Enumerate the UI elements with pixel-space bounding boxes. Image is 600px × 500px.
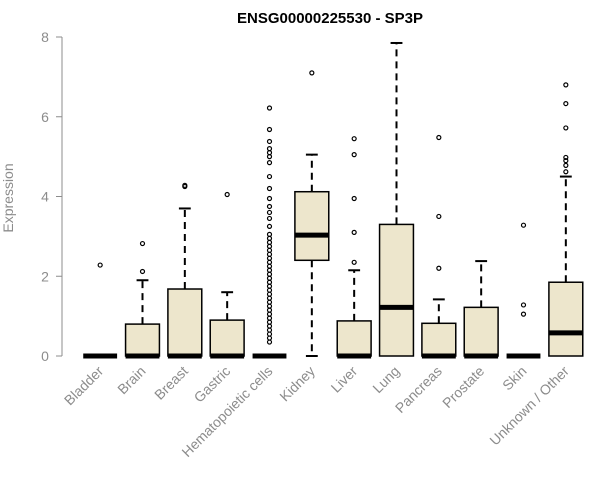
box-kidney [294, 70, 330, 357]
boxes-layer [83, 41, 584, 359]
outlier-point [563, 162, 569, 168]
outlier-point [182, 182, 188, 188]
chart-title: ENSG00000225530 - SP3P [237, 10, 423, 27]
box-body [124, 323, 161, 357]
x-tick-label: Liver [328, 363, 361, 396]
outlier-point [563, 158, 569, 164]
outlier-point [97, 262, 103, 268]
outlier-point [266, 105, 273, 111]
box-liver [336, 136, 372, 359]
box-body [378, 223, 415, 357]
outlier-point [563, 169, 569, 175]
outlier-point [309, 70, 315, 76]
outlier-point [351, 195, 357, 202]
x-tick-label: Unknown / Other [486, 363, 572, 449]
y-tick-label: 8 [41, 29, 49, 45]
outlier-point [520, 302, 527, 308]
outlier-point [436, 134, 442, 141]
box-body [336, 320, 372, 357]
box-lung [378, 41, 415, 357]
outlier-point [266, 146, 273, 152]
outlier-point [266, 126, 273, 133]
box-body [294, 190, 330, 262]
box-skin [506, 222, 541, 359]
box-breast [167, 182, 203, 359]
box-pancreas [421, 134, 457, 359]
y-tick-label: 2 [41, 268, 49, 284]
outlier-point [266, 215, 273, 222]
x-tick-label: Kidney [276, 363, 318, 405]
box-prostate [463, 260, 499, 359]
outlier-point [266, 173, 273, 180]
outlier-point [563, 100, 569, 107]
x-tick-label: Brain [114, 363, 148, 397]
outlier-point [351, 136, 357, 142]
outlier-point [266, 195, 273, 202]
outlier-point [224, 191, 230, 198]
box-hematopoietic-cells [252, 105, 287, 359]
outlier-point [563, 154, 569, 161]
box-body [463, 306, 499, 357]
y-axis-label: Expression [0, 163, 16, 232]
outlier-point [139, 268, 146, 275]
outlier-point [266, 138, 273, 145]
outlier-point [351, 152, 357, 158]
outlier-point [266, 209, 273, 216]
outlier-point [266, 160, 273, 166]
y-tick-label: 6 [41, 109, 49, 125]
outlier-point [520, 311, 527, 317]
x-tick-label: Pancreas [392, 363, 445, 416]
outlier-point [266, 223, 273, 230]
x-tick-label: Breast [151, 363, 191, 403]
outlier-point [563, 125, 569, 131]
y-tick-label: 4 [41, 189, 49, 205]
box-body [209, 319, 245, 357]
x-tick-label: Bladder [61, 363, 107, 409]
outlier-point [266, 185, 273, 192]
box-brain [124, 240, 161, 359]
outlier-point [563, 82, 569, 88]
box-gastric [209, 191, 245, 359]
outlier-point [351, 259, 357, 265]
box-bladder [83, 262, 118, 359]
x-tick-label: Prostate [439, 363, 487, 411]
box-body [548, 281, 584, 357]
y-axis: 0 2 4 6 8 [41, 29, 63, 364]
outlier-point [351, 229, 357, 235]
outlier-point [436, 213, 442, 220]
outlier-point [139, 240, 146, 247]
outlier-point [266, 231, 273, 237]
outlier-point [266, 203, 273, 210]
box-body [421, 322, 457, 357]
box-unknown-other [548, 82, 584, 357]
outlier-point [436, 265, 442, 271]
x-tick-label: Lung [369, 363, 402, 396]
box-body [167, 288, 203, 357]
outlier-point [520, 222, 527, 228]
x-tick-label: Skin [499, 363, 530, 394]
y-tick-label: 0 [41, 348, 49, 364]
